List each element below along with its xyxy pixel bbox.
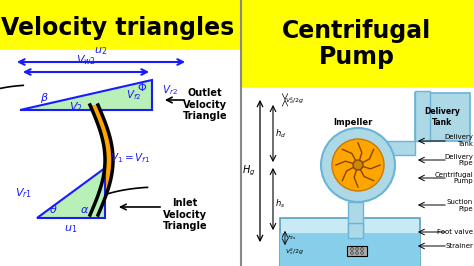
- Text: $\Phi$: $\Phi$: [137, 81, 147, 93]
- Bar: [280, 233, 420, 266]
- Text: $H_g$: $H_g$: [242, 164, 255, 178]
- Circle shape: [351, 248, 353, 250]
- Text: $V_s^2/2g$: $V_s^2/2g$: [285, 246, 304, 257]
- Text: $V_2$: $V_2$: [69, 100, 83, 114]
- Circle shape: [351, 252, 353, 254]
- Circle shape: [361, 252, 363, 254]
- Text: Delivery
Tank: Delivery Tank: [444, 135, 473, 148]
- Circle shape: [356, 248, 358, 250]
- Bar: [241, 0, 474, 88]
- Bar: [0, 50, 241, 266]
- Text: Delivery
Pipe: Delivery Pipe: [444, 153, 473, 167]
- Text: $u_2$: $u_2$: [94, 45, 108, 57]
- Bar: [280, 218, 420, 266]
- Bar: [0, 0, 241, 50]
- Text: Foot valve: Foot valve: [437, 229, 473, 235]
- Text: Centrifugal
Pump: Centrifugal Pump: [283, 19, 432, 69]
- Text: $\theta$: $\theta$: [49, 203, 58, 215]
- Text: Impeller: Impeller: [333, 118, 373, 127]
- Text: $V_1=V_{f1}$: $V_1=V_{f1}$: [110, 151, 150, 165]
- Text: $V_{f2}$: $V_{f2}$: [126, 88, 142, 102]
- Bar: [241, 88, 474, 266]
- Text: Velocity triangles: Velocity triangles: [1, 16, 235, 40]
- Circle shape: [353, 160, 363, 170]
- Circle shape: [356, 252, 358, 254]
- Text: Outlet
Velocity
Triangle: Outlet Velocity Triangle: [182, 88, 228, 121]
- Text: $V_{r2}$: $V_{r2}$: [162, 83, 178, 97]
- Text: $\beta$: $\beta$: [40, 91, 49, 105]
- Text: $V_{r1}$: $V_{r1}$: [15, 186, 32, 200]
- Text: Suction
Pipe: Suction Pipe: [447, 198, 473, 211]
- Circle shape: [321, 128, 395, 202]
- Text: Inlet
Velocity
Triangle: Inlet Velocity Triangle: [163, 198, 207, 231]
- Bar: [415, 93, 470, 141]
- Bar: [415, 91, 430, 141]
- Text: $h_s$: $h_s$: [275, 198, 285, 210]
- Text: $V_{w2}$: $V_{w2}$: [76, 53, 96, 67]
- Text: Strainer: Strainer: [445, 243, 473, 249]
- Text: $h_{fs}$: $h_{fs}$: [287, 234, 297, 242]
- Text: $h_d$: $h_d$: [275, 127, 286, 140]
- Circle shape: [361, 248, 363, 250]
- Polygon shape: [37, 168, 105, 218]
- Text: Delivery
Tank: Delivery Tank: [425, 107, 460, 127]
- Text: $\alpha$: $\alpha$: [81, 205, 90, 215]
- Text: Centrifugal
Pump: Centrifugal Pump: [434, 172, 473, 185]
- Polygon shape: [20, 80, 152, 110]
- Polygon shape: [90, 105, 113, 215]
- Bar: [347, 246, 367, 256]
- Bar: [348, 202, 363, 233]
- Text: $V_d^2/2g$: $V_d^2/2g$: [285, 95, 304, 106]
- Bar: [375, 141, 415, 155]
- Text: $u_1$: $u_1$: [64, 223, 78, 235]
- Circle shape: [332, 139, 384, 191]
- Bar: [348, 223, 363, 238]
